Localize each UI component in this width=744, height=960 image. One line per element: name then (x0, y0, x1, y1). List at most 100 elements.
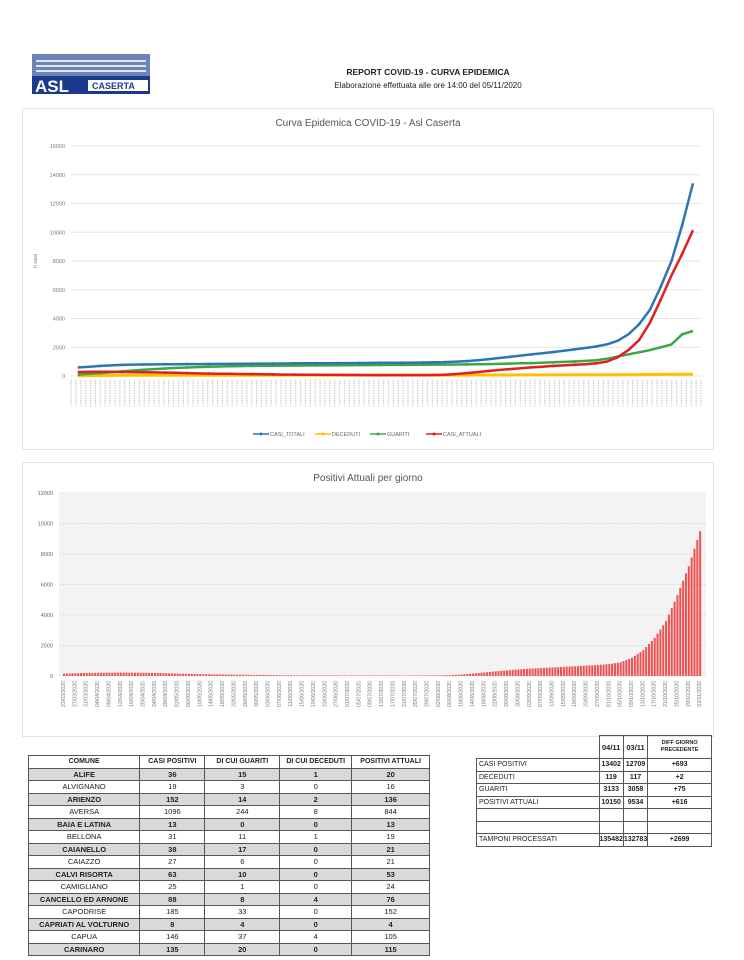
x-tick-label: 30/08/2020 (515, 681, 521, 707)
bar (310, 675, 313, 676)
table-row: POSITIVI ATTUALI 10150 9534 +616 (476, 795, 712, 809)
table-cell: 76 (351, 892, 430, 906)
data-point (357, 361, 361, 365)
table-cell: GUARITI (476, 783, 600, 797)
data-point (637, 338, 641, 342)
bar (463, 674, 466, 676)
bar (699, 531, 702, 676)
bar (426, 675, 429, 676)
table-cell: +616 (647, 795, 712, 809)
table-cell: 244 (204, 805, 281, 819)
data-point (680, 252, 684, 256)
data-point (400, 361, 404, 365)
bar (80, 673, 83, 676)
bar (659, 629, 662, 676)
bar (631, 657, 633, 676)
data-point (314, 361, 318, 365)
table-cell: 53 (351, 867, 430, 881)
plot-area (59, 493, 706, 676)
bar (560, 667, 562, 676)
table-cell: +693 (647, 758, 712, 772)
x-tick-label: 13/07/2020 (379, 681, 385, 707)
data-point (185, 373, 189, 377)
y-tick-label: 12000 (50, 202, 65, 208)
chart-title: Positivi Attuali per giorno (313, 473, 423, 484)
bar (128, 672, 131, 676)
bar (122, 672, 125, 676)
bar (176, 673, 179, 676)
bar (667, 614, 670, 676)
x-tick-label: 26/08/2020 (504, 681, 510, 707)
table-cell: 27 (139, 855, 206, 869)
data-point (185, 366, 189, 369)
bar (574, 666, 577, 676)
y-tick-label: 6000 (41, 583, 53, 589)
bar (65, 673, 68, 676)
x-tick-label: 16/04/2020 (129, 681, 135, 707)
x-tick-label: 04/04/2020 (95, 681, 101, 707)
table-cell: 146 (139, 930, 206, 944)
legend-label: CASI_TOTALI (270, 432, 305, 438)
bar (633, 655, 636, 676)
bar (443, 675, 446, 676)
epidemic-curve-chart: Curva Epidemica COVID-19 - Asl Caserta 0… (22, 108, 714, 450)
bar (571, 666, 574, 676)
data-point (659, 373, 663, 376)
y-tick-label: 10000 (50, 230, 65, 236)
table-cell: 38 (139, 842, 206, 856)
table-cell: 36 (139, 767, 206, 781)
y-axis-label: n casi (33, 254, 39, 268)
table-cell: 11 (204, 830, 281, 844)
bar (151, 672, 154, 676)
legend-label: GUARITI (387, 432, 410, 438)
column-header: 04/11 (598, 735, 624, 759)
bar (645, 647, 648, 676)
bar (537, 668, 540, 676)
y-tick-label: 4000 (41, 613, 53, 619)
data-point (530, 373, 533, 377)
y-tick-label: 2000 (41, 644, 53, 650)
table-row: CANCELLO ED ARNONE 88 8 4 76 (27, 892, 430, 906)
bar (591, 665, 594, 676)
bar (134, 672, 136, 676)
data-point (508, 355, 512, 359)
table-cell: 4 (279, 892, 353, 906)
x-tick-label: 06/05/2020 (186, 681, 192, 707)
table-cell: 14 (204, 792, 281, 806)
bar (440, 675, 443, 676)
data-point (336, 361, 339, 365)
bar (136, 672, 139, 676)
table-cell: CAMIGLIANO (27, 880, 141, 894)
table-cell: 115 (351, 942, 430, 956)
bar (520, 669, 523, 676)
x-tick-label: 25/10/2020 (674, 681, 680, 707)
table-cell: 0 (279, 880, 353, 894)
data-point (508, 362, 512, 366)
bar (68, 673, 71, 676)
bar (253, 674, 256, 676)
bar (210, 674, 213, 676)
bar (665, 621, 668, 676)
table-cell: CAIANELLO (27, 842, 141, 856)
bar (287, 675, 290, 676)
data-point (249, 372, 253, 376)
table-row: CASI POSITIVI 13402 12709 +693 (476, 758, 712, 772)
x-tick-label: 10/08/2020 (459, 681, 465, 707)
table-row: TAMPONI PROCESSATI 135482 132783 +2699 (476, 833, 712, 847)
data-point (142, 370, 146, 374)
comuni-table: COMUNE CASI POSITIVI DI CUI GUARITI DI CUI … (27, 755, 430, 956)
data-point (465, 359, 469, 363)
data-point (422, 363, 426, 367)
bar (466, 674, 469, 676)
data-point (142, 373, 146, 377)
x-tick-label: 02/11/2020 (697, 681, 703, 707)
bar (267, 675, 270, 676)
bar (568, 666, 571, 676)
data-point (271, 373, 275, 376)
bar (650, 640, 653, 676)
bar (71, 673, 74, 676)
table-cell: 8 (139, 917, 206, 931)
bar (679, 587, 682, 676)
bar (687, 566, 690, 676)
legend-marker (321, 432, 325, 436)
